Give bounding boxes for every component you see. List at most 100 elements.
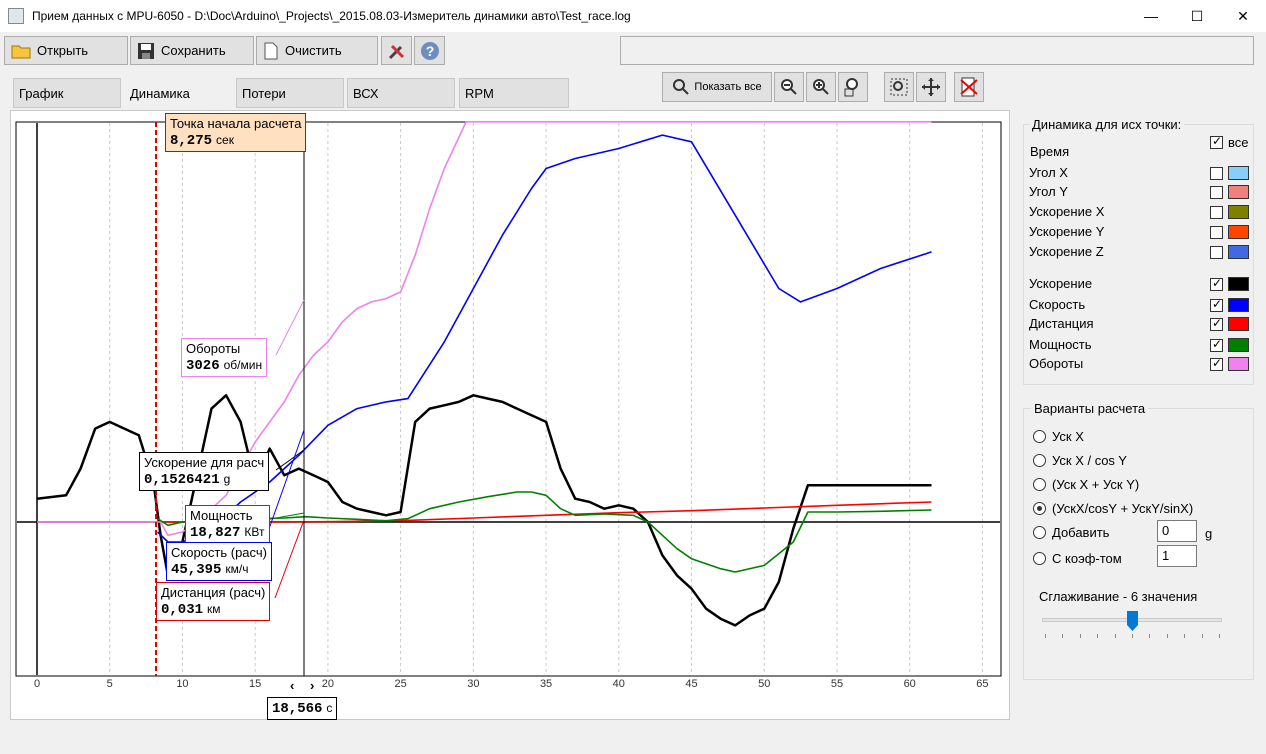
smoothing-label: Сглаживание - 6 значения [1039,589,1198,604]
minimize-icon[interactable]: — [1144,8,1158,24]
series-color-swatch[interactable] [1228,357,1249,371]
series-color-swatch[interactable] [1228,338,1249,352]
coef-value-input[interactable]: 1 [1157,545,1197,567]
open-button[interactable]: Открыть [4,36,128,65]
calc-option-radio[interactable] [1033,454,1046,467]
clear-markers-button[interactable] [954,72,984,102]
tab-dinamika[interactable]: Динамика [124,78,234,108]
x-tick-label: 10 [176,678,189,690]
zoom-out-icon [781,79,797,95]
rpm-unit: об/мин [223,358,263,372]
zoom-out-button[interactable] [774,72,804,102]
page-icon [264,42,278,59]
cursor-left-arrow[interactable]: ‹ [290,678,295,693]
series-color-swatch[interactable] [1228,205,1249,219]
series-color-swatch[interactable] [1228,225,1249,239]
calc-option-label: (УскX/cosY + УскY/sinX) [1052,501,1194,516]
calc-option-radio[interactable] [1033,478,1046,491]
smoothing-thumb[interactable] [1127,611,1138,631]
speed-value: 45,395 [171,562,222,578]
window-title: Прием данных с MPU-6050 - D:\Doc\Arduino… [32,9,631,23]
folder-icon [11,45,31,58]
series-checkbox[interactable] [1210,297,1223,312]
all-label: все [1228,135,1249,150]
series-color-swatch[interactable] [1228,277,1249,291]
series-color-swatch[interactable] [1228,185,1249,199]
series-checkbox[interactable] [1210,226,1223,239]
accel-unit: g [223,472,231,486]
calc-option-radio[interactable] [1033,430,1046,443]
speed-label: Скорость (расч) 45,395 км/ч [166,542,272,581]
cursor-time-value: 18,566 [272,701,323,717]
add-value-input[interactable]: 0 [1157,520,1197,542]
show-all-button[interactable]: Показать все [662,72,772,102]
series-checkbox[interactable] [1210,167,1223,180]
series-checkbox[interactable] [1210,246,1223,259]
series-checkbox[interactable] [1210,206,1223,219]
series-checkbox[interactable] [1210,356,1223,371]
series-checkbox[interactable] [1210,276,1223,291]
accel-label: Ускорение для расч 0,1526421 g [139,452,270,491]
calc-option-label: С коэф-том [1052,551,1122,566]
clear-button[interactable]: Очистить [256,36,378,65]
help-button[interactable]: ? [414,36,445,65]
close-icon[interactable]: ✕ [1237,8,1249,24]
series-color-swatch[interactable] [1228,317,1249,331]
save-label: Сохранить [161,43,226,58]
slider-tick [1184,634,1186,638]
all-checkbox[interactable] [1210,134,1223,149]
speed-unit: км/ч [225,562,249,576]
x-tick-label: 60 [903,678,916,690]
series-checkbox[interactable] [1210,186,1223,199]
slider-tick [1045,634,1046,638]
x-tick-label: 25 [394,678,407,690]
tab-grafik[interactable]: График [13,78,121,108]
status-bar-field [620,36,1254,65]
tools-icon [388,44,404,59]
pan-button[interactable] [916,72,946,102]
clear-markers-icon [960,77,978,97]
save-button[interactable]: Сохранить [130,36,254,65]
series-row-label: Ускорение Y [1029,224,1105,239]
zoom-region-button[interactable] [838,72,868,102]
series-color-swatch[interactable] [1228,166,1249,180]
calc-option-radio[interactable] [1033,526,1046,539]
accel-title: Ускорение для расч [144,455,265,470]
help-icon: ? [420,41,439,60]
tab-poteri[interactable]: Потери [236,78,344,108]
distance-title: Дистанция (расч) [161,585,266,600]
series-color-swatch[interactable] [1228,245,1249,259]
series-checkbox[interactable] [1210,337,1223,352]
zoom-select-icon [890,78,908,96]
slider-tick [1132,634,1133,638]
distance-unit: км [207,602,221,616]
zoom-in-button[interactable] [806,72,836,102]
series-checkbox[interactable] [1210,316,1223,331]
series-row-label: Угол Y [1029,184,1068,199]
tools-button[interactable] [381,36,412,65]
floppy-icon [138,42,154,59]
slider-tick [1114,634,1116,638]
calc-option-radio[interactable] [1033,502,1046,515]
series-color-swatch[interactable] [1228,298,1249,312]
x-tick-label: 65 [976,678,989,690]
distance-label: Дистанция (расч) 0,031 км [156,582,271,621]
zoom-select-button[interactable] [884,72,914,102]
accel-value: 0,1526421 [144,472,220,488]
title-bar: Прием данных с MPU-6050 - D:\Doc\Arduino… [0,0,1266,32]
slider-tick [1097,634,1099,638]
slider-tick [1166,634,1168,638]
maximize-icon[interactable]: ☐ [1190,8,1204,24]
add-unit-label: g [1205,526,1213,541]
cursor-right-arrow[interactable]: › [310,678,315,693]
open-label: Открыть [37,43,89,58]
slider-tick [1079,634,1081,638]
power-value: 18,827 [190,525,241,541]
calc-options-group [1023,408,1254,680]
tab-vsh[interactable]: ВСХ [347,78,455,108]
tab-rpm[interactable]: RPM [459,78,569,108]
calc-option-label: Уск X / cos Y [1052,453,1127,468]
series-row-label: Дистанция [1029,316,1094,331]
calc-option-radio[interactable] [1033,552,1046,565]
cursor-time-label: 18,566 с [267,697,338,720]
